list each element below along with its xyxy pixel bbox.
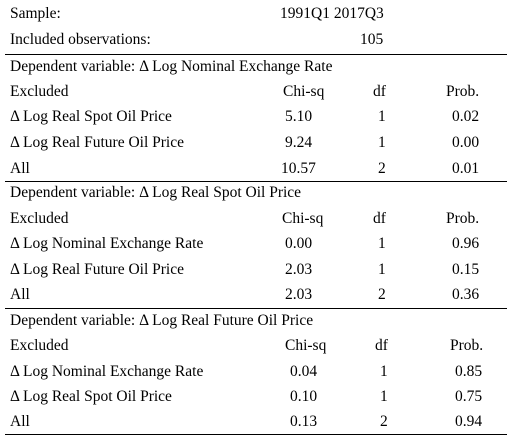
row-df: 1: [378, 235, 386, 252]
block-2-title: Dependent variable: Δ Log Real Spot Oil …: [10, 184, 302, 201]
row-prob: 0.00: [452, 134, 480, 151]
column-header-df: df: [375, 337, 388, 354]
block-divider: [5, 54, 507, 55]
row-excluded: Δ Log Real Future Oil Price: [10, 134, 184, 151]
row-prob: 0.01: [452, 160, 480, 177]
block-1-title: Dependent variable: Δ Log Nominal Exchan…: [10, 58, 333, 75]
column-header-df: df: [373, 83, 386, 100]
row-chisq: 2.03: [285, 261, 313, 278]
observations-label: Included observations:: [10, 31, 151, 48]
row-df: 1: [378, 108, 386, 125]
row-excluded: All: [10, 160, 30, 177]
row-chisq: 5.10: [285, 108, 313, 125]
column-header-prob: Prob.: [446, 210, 480, 227]
row-chisq: 9.24: [285, 134, 313, 151]
row-df: 1: [380, 363, 388, 380]
row-df: 2: [378, 286, 386, 303]
row-df: 1: [380, 388, 388, 405]
row-chisq: 10.57: [281, 160, 316, 177]
row-prob: 0.94: [455, 413, 483, 430]
row-prob: 0.15: [452, 261, 480, 278]
block-3-title: Dependent variable: Δ Log Real Future Oi…: [10, 312, 314, 329]
row-df: 2: [380, 413, 388, 430]
row-df: 1: [378, 134, 386, 151]
row-excluded: Δ Log Real Spot Oil Price: [10, 388, 172, 405]
block-divider: [5, 308, 507, 309]
sample-label: Sample:: [10, 5, 61, 22]
bottom-rule: [5, 434, 507, 435]
block-divider: [5, 181, 507, 182]
column-header-chisq: Chi-sq: [285, 337, 327, 354]
sample-value: 1991Q1 2017Q3: [280, 5, 384, 22]
row-excluded: All: [10, 413, 30, 430]
row-excluded: Δ Log Real Spot Oil Price: [10, 108, 172, 125]
row-prob: 0.96: [452, 235, 480, 252]
row-chisq: 0.13: [290, 413, 318, 430]
row-prob: 0.02: [452, 108, 480, 125]
column-header-chisq: Chi-sq: [283, 83, 325, 100]
row-excluded: Δ Log Nominal Exchange Rate: [10, 363, 204, 380]
observations-value: 105: [360, 31, 384, 48]
row-excluded: Δ Log Real Future Oil Price: [10, 261, 184, 278]
row-chisq: 0.04: [290, 363, 318, 380]
column-header-df: df: [373, 210, 386, 227]
row-prob: 0.85: [455, 363, 483, 380]
row-excluded: All: [10, 286, 30, 303]
column-header-excluded: Excluded: [10, 337, 69, 354]
row-chisq: 0.00: [285, 235, 313, 252]
row-prob: 0.36: [452, 286, 480, 303]
row-df: 1: [378, 261, 386, 278]
row-prob: 0.75: [455, 388, 483, 405]
row-chisq: 2.03: [285, 286, 313, 303]
column-header-chisq: Chi-sq: [282, 210, 324, 227]
column-header-prob: Prob.: [450, 337, 484, 354]
row-excluded: Δ Log Nominal Exchange Rate: [10, 235, 204, 252]
column-header-excluded: Excluded: [10, 83, 69, 100]
column-header-excluded: Excluded: [10, 210, 69, 227]
column-header-prob: Prob.: [446, 83, 480, 100]
row-df: 2: [378, 160, 386, 177]
row-chisq: 0.10: [290, 388, 318, 405]
